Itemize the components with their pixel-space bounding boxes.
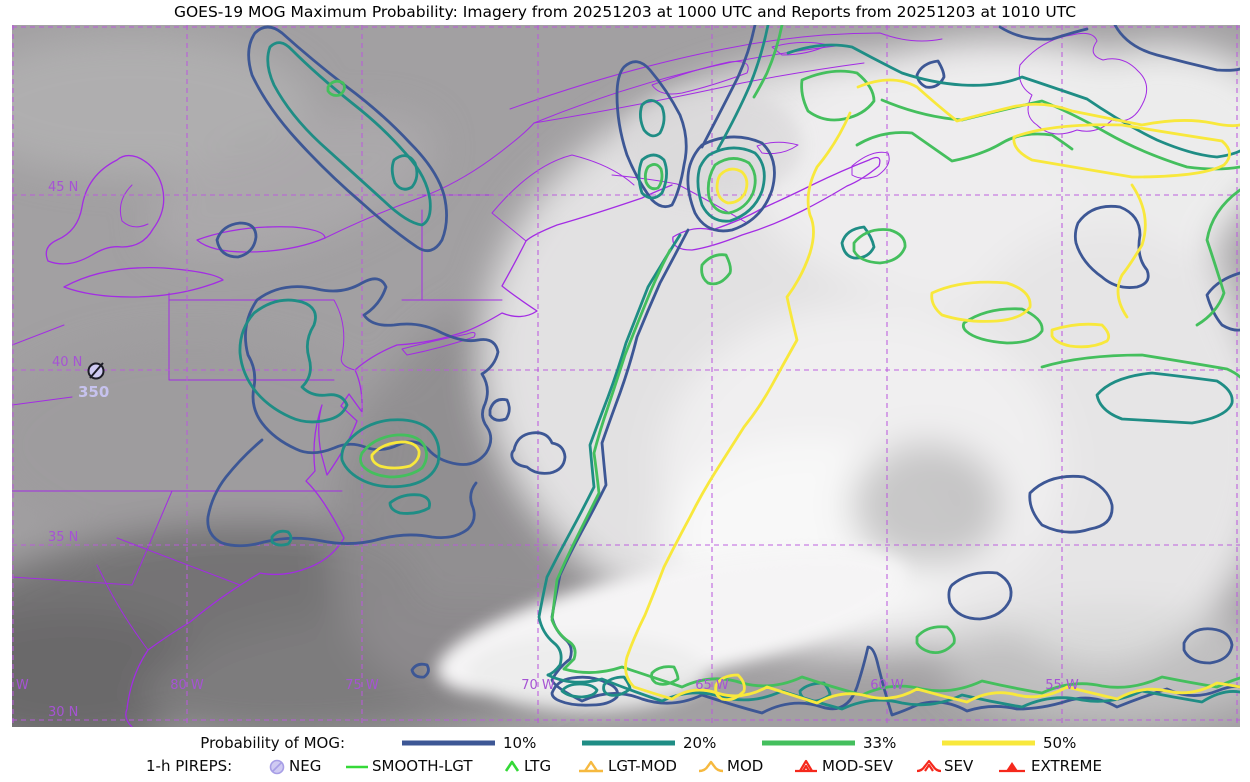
lon-label-60w: 60 W [870,678,904,693]
prob-33-line-swatch [762,740,855,746]
prob-50-label: 50% [1043,734,1077,752]
flight-level-label: 350 [78,383,109,401]
lon-label-55w: 55 W [1045,678,1079,693]
lon-label-70w: 70 W [521,678,555,693]
grid-labels: 45 N 40 N 35 N 30 N 85 W 80 W 75 W 70 W … [12,180,1079,720]
map-canvas: 45 N 40 N 35 N 30 N 85 W 80 W 75 W 70 W … [12,25,1240,727]
prob-20-line-swatch [582,740,675,746]
lat-label-35n: 35 N [48,530,78,545]
pireps-legend-label: 1-h PIREPS: [146,757,233,775]
pirep-mod-label: MOD [727,757,764,775]
satellite-imagery-background [12,25,1240,727]
pirep-extreme-label: EXTREME [1031,757,1102,775]
lon-label-75w: 75 W [345,678,379,693]
pirep-neg-label: NEG [289,757,322,775]
pirep-smooth-lgt-icon [346,765,368,769]
lon-label-85w: 85 W [12,678,29,693]
pirep-sev-label: SEV [944,757,974,775]
lon-label-65w: 65 W [695,678,729,693]
lon-label-80w: 80 W [170,678,204,693]
page-title: GOES-19 MOG Maximum Probability: Imagery… [173,3,1077,21]
prob-10-line-swatch [402,740,495,746]
pirep-neg-marker [87,362,105,380]
pirep-extreme-icon [999,762,1025,773]
pirep-smooth-lgt-label: SMOOTH-LGT [372,757,473,775]
pirep-mod-sev-icon [795,759,817,773]
pirep-mod-icon [698,760,724,773]
lat-label-45n: 45 N [48,180,78,195]
lat-label-30n: 30 N [48,705,78,720]
pirep-lgt-mod-icon [579,760,603,773]
pirep-lgt-mod-label: LGT-MOD [608,757,677,775]
prob-20-label: 20% [683,734,717,752]
prob-10-label: 10% [503,734,537,752]
pirep-neg-icon [269,759,285,775]
pirep-ltg-label: LTG [524,757,552,775]
probability-legend-label: Probability of MOG: [200,734,345,752]
prob-33-label: 33% [863,734,897,752]
legend: Probability of MOG: 10% 20% 33% 50% 1-h … [0,727,1250,782]
satellite-map: 45 N 40 N 35 N 30 N 85 W 80 W 75 W 70 W … [12,25,1240,727]
contour-50pct-group [370,78,1240,705]
contour-10pct-group [206,25,1240,717]
latlon-gridlines [12,25,1240,727]
prob-50-line-swatch [942,740,1035,746]
lat-label-40n: 40 N [52,355,82,370]
pirep-mod-sev-label: MOD-SEV [822,757,893,775]
contour-33pct-group [326,25,1240,697]
pirep-sev-icon [916,759,942,773]
pirep-ltg-icon [504,760,520,772]
coastlines-and-borders [12,32,1148,727]
